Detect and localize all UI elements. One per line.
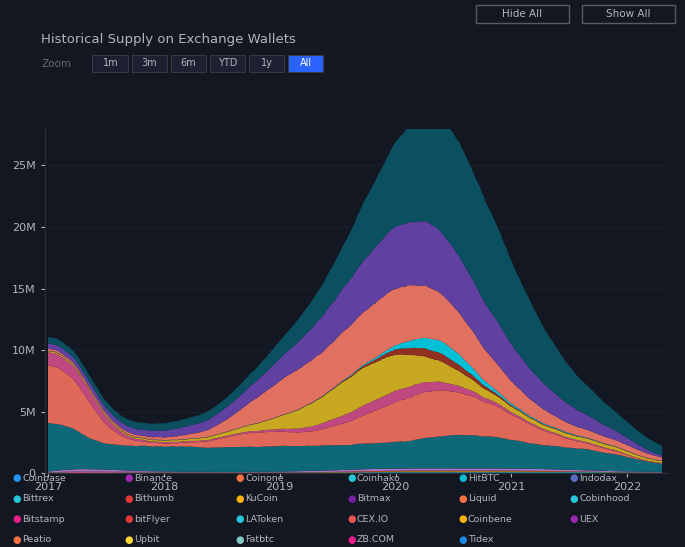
Text: ●: ●	[347, 473, 356, 483]
Text: ●: ●	[236, 473, 244, 483]
Text: HitBTC: HitBTC	[468, 474, 499, 482]
Text: ●: ●	[125, 514, 133, 524]
Text: ●: ●	[236, 534, 244, 545]
Text: Coinone: Coinone	[245, 474, 284, 482]
Text: ●: ●	[347, 493, 356, 504]
Text: ZB.COM: ZB.COM	[357, 535, 395, 544]
Text: Hide All: Hide All	[502, 9, 543, 19]
Text: UEX: UEX	[580, 515, 599, 523]
Text: ●: ●	[125, 473, 133, 483]
Text: Indodax: Indodax	[580, 474, 617, 482]
Text: ●: ●	[570, 473, 578, 483]
Text: ●: ●	[236, 493, 244, 504]
Text: Peatio: Peatio	[23, 535, 52, 544]
Text: Coinbene: Coinbene	[468, 515, 512, 523]
Text: Cobinhood: Cobinhood	[580, 494, 630, 503]
Text: Liquid: Liquid	[468, 494, 497, 503]
Text: YTD: YTD	[218, 59, 237, 68]
Text: ●: ●	[125, 493, 133, 504]
Text: Fatbtc: Fatbtc	[245, 535, 275, 544]
Text: ●: ●	[13, 473, 21, 483]
Text: Show All: Show All	[606, 9, 651, 19]
Text: ●: ●	[347, 514, 356, 524]
Text: 3m: 3m	[142, 59, 157, 68]
Text: Tidex: Tidex	[468, 535, 493, 544]
Text: 1y: 1y	[260, 59, 273, 68]
Text: ●: ●	[570, 514, 578, 524]
Text: ●: ●	[458, 514, 466, 524]
Text: Bittrex: Bittrex	[23, 494, 54, 503]
Text: CEX.IO: CEX.IO	[357, 515, 389, 523]
Text: Binance: Binance	[134, 474, 172, 482]
Text: All: All	[299, 59, 312, 68]
Text: ●: ●	[13, 514, 21, 524]
Text: Upbit: Upbit	[134, 535, 160, 544]
Text: Bitstamp: Bitstamp	[23, 515, 65, 523]
Text: Historical Supply on Exchange Wallets: Historical Supply on Exchange Wallets	[41, 33, 296, 46]
Text: ●: ●	[13, 493, 21, 504]
Text: KuCoin: KuCoin	[245, 494, 278, 503]
Text: ●: ●	[347, 534, 356, 545]
Text: Coinbase: Coinbase	[23, 474, 66, 482]
Text: ●: ●	[458, 473, 466, 483]
Text: Coinhako: Coinhako	[357, 474, 401, 482]
Text: LAToken: LAToken	[245, 515, 284, 523]
Text: ●: ●	[13, 534, 21, 545]
Text: ●: ●	[570, 493, 578, 504]
Text: 1m: 1m	[103, 59, 118, 68]
Text: Bitmax: Bitmax	[357, 494, 390, 503]
Text: ●: ●	[458, 493, 466, 504]
Text: ●: ●	[458, 534, 466, 545]
Text: Zoom: Zoom	[41, 59, 71, 69]
Text: ●: ●	[236, 514, 244, 524]
Text: Bithumb: Bithumb	[134, 494, 174, 503]
Text: 6m: 6m	[181, 59, 196, 68]
Text: ●: ●	[125, 534, 133, 545]
Text: bitFlyer: bitFlyer	[134, 515, 170, 523]
